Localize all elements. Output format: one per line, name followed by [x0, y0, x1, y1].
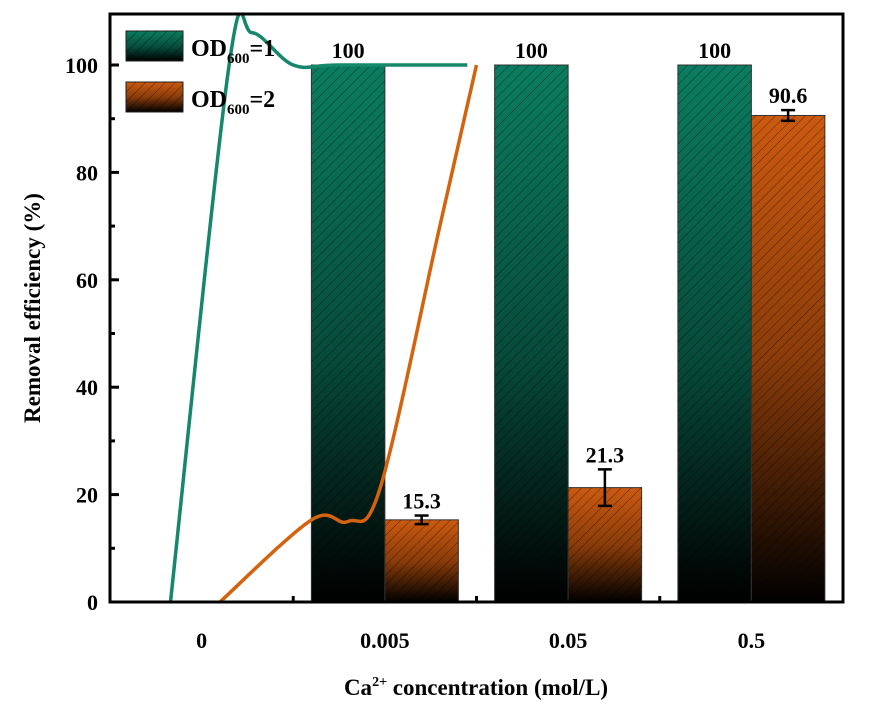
error-bar [414, 514, 429, 526]
error-bars-layer [414, 108, 796, 526]
x-tick-label: 0 [196, 628, 207, 653]
data-label: 21.3 [586, 442, 625, 467]
error-bar [781, 108, 796, 123]
legend: OD600=1 OD600=2 [125, 30, 275, 118]
y-tick-label: 60 [76, 268, 98, 293]
y-axis: 0 20 40 60 80 100 [65, 53, 119, 615]
data-labels-layer: 100 100 100 15.3 21.3 90.6 [332, 38, 808, 514]
y-tick-label: 100 [65, 53, 98, 78]
trend-line-od2 [218, 64, 479, 602]
bar-hatch [494, 65, 569, 602]
x-axis-title: Ca2+ concentration (mol/L) [344, 675, 608, 700]
x-axis: 0 0.005 0.05 0.5 [196, 596, 765, 653]
bars-layer [310, 64, 826, 603]
x-tick-label: 0.5 [738, 628, 766, 653]
y-tick-label: 20 [76, 483, 98, 508]
bar-hatch [677, 65, 752, 602]
error-bar [597, 468, 612, 508]
bar-hatch [311, 65, 385, 602]
bar-hatch [751, 115, 825, 602]
data-label: 15.3 [402, 489, 441, 514]
data-label: 100 [698, 38, 731, 63]
x-tick-label: 0.05 [549, 628, 588, 653]
trend-line-od1 [168, 14, 468, 602]
legend-item-od2[interactable]: OD600=2 [125, 81, 275, 118]
y-tick-label: 40 [76, 375, 98, 400]
legend-label-od1: OD600=1 [191, 36, 275, 67]
legend-item-od1[interactable]: OD600=1 [125, 30, 275, 67]
data-label: 90.6 [769, 83, 808, 108]
y-tick-label: 0 [87, 590, 98, 615]
y-axis-title: Removal efficiency (%) [20, 193, 45, 423]
data-label: 100 [515, 38, 548, 63]
trend-lines-layer [168, 14, 479, 602]
data-label: 100 [332, 38, 365, 63]
legend-label-od2: OD600=2 [191, 87, 275, 118]
x-tick-label: 0.005 [360, 628, 410, 653]
y-tick-label: 80 [76, 160, 98, 185]
bar-hatch [384, 519, 459, 602]
